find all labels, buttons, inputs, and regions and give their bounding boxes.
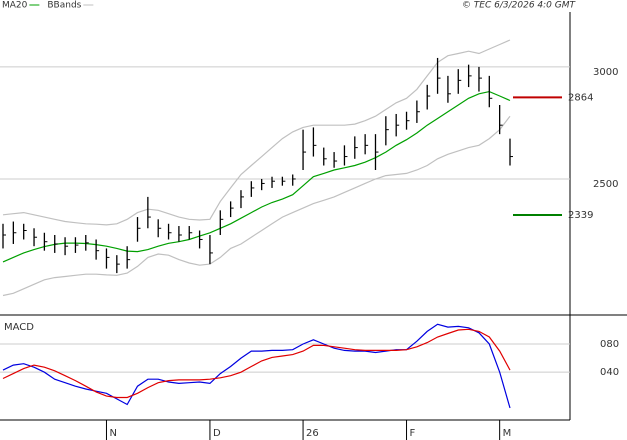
price-panel	[0, 12, 570, 315]
x-tick-label: N	[109, 428, 116, 439]
x-tick-label: M	[503, 428, 512, 439]
y-tick-label: 3000	[593, 67, 618, 78]
bband-lower	[2, 115, 511, 297]
macd-line	[2, 323, 511, 409]
bband-upper	[2, 39, 511, 226]
x-tick-label: 26	[306, 428, 319, 439]
macd-line	[2, 328, 511, 399]
y-tick-label: 2500	[593, 179, 618, 190]
macd-title: MACD	[4, 322, 34, 333]
y-tick-label: 080	[600, 339, 619, 350]
stamp: © TEC 6/3/2026 4:0 GMT	[462, 1, 577, 11]
legend-label: BBands	[47, 1, 81, 11]
y-tick-label: 040	[600, 367, 619, 378]
x-tick-label: F	[410, 428, 416, 439]
ma20-line	[2, 90, 511, 263]
level-label: 2864	[568, 92, 593, 103]
legend-label: MA20	[2, 1, 28, 11]
level-label: 2339	[568, 210, 593, 221]
x-tick-label: D	[213, 428, 221, 439]
